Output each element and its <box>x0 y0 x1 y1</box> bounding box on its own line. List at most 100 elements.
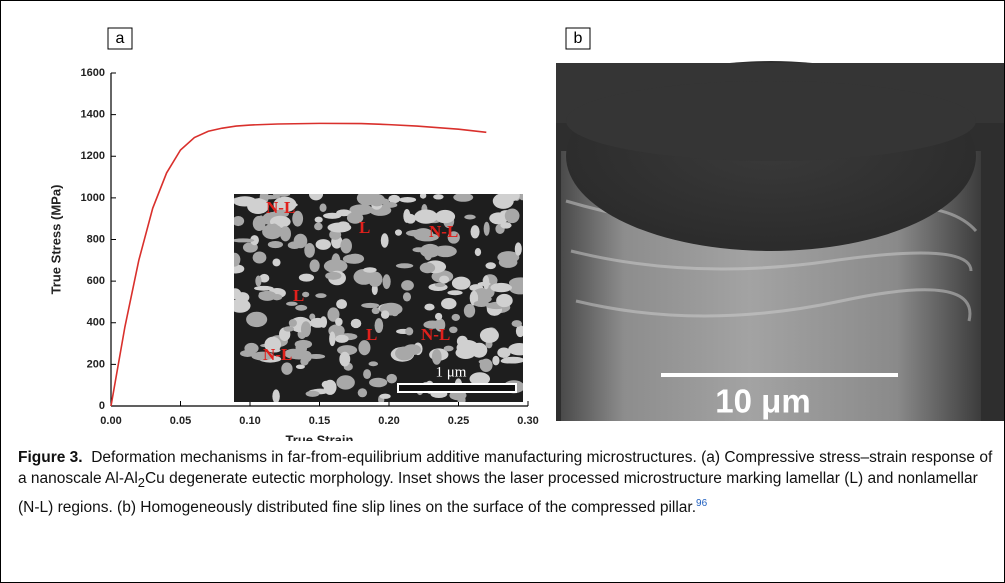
x-tick-label: 0.25 <box>448 415 469 427</box>
caption-reference[interactable]: 96 <box>696 498 707 509</box>
grain <box>369 189 378 203</box>
grain <box>320 203 327 211</box>
grain <box>327 223 351 233</box>
grain <box>435 313 442 320</box>
grain <box>508 343 530 355</box>
grain <box>439 276 449 284</box>
grain <box>509 277 532 288</box>
grain <box>475 248 481 256</box>
grain <box>295 305 307 311</box>
grain <box>306 391 320 397</box>
grain <box>403 209 410 223</box>
grain <box>253 251 267 263</box>
grain <box>471 225 480 238</box>
inset-label: N-L <box>429 222 458 241</box>
grain <box>272 389 279 403</box>
grain <box>359 192 366 201</box>
grain <box>270 223 278 232</box>
inset-scale-bar <box>398 384 516 392</box>
grain <box>485 262 495 269</box>
grain <box>464 304 475 318</box>
x-tick-label: 0.00 <box>100 415 121 427</box>
x-tick-label: 0.05 <box>170 415 191 427</box>
inset-label: L <box>293 286 304 305</box>
grain <box>383 274 391 289</box>
grain <box>232 238 254 242</box>
grain <box>388 195 400 203</box>
grain <box>258 291 276 301</box>
grain <box>336 299 347 309</box>
grain <box>351 319 362 328</box>
y-tick-label: 0 <box>99 400 105 412</box>
grain <box>289 319 297 327</box>
inset-label: N-L <box>263 345 292 364</box>
grain <box>457 340 480 355</box>
grain <box>424 304 434 311</box>
grain <box>512 320 522 327</box>
caption-text: Cu degenerate eutectic morphology. Inset… <box>18 470 978 516</box>
grain <box>323 213 341 219</box>
inset-label: L <box>359 218 370 237</box>
grain <box>314 223 323 231</box>
inset-micrograph: N-LLN-LLLN-LN-L1 μm <box>228 188 532 405</box>
grain <box>387 374 397 383</box>
grain <box>490 283 512 292</box>
grain <box>301 321 311 337</box>
caption: Figure 3. Deformation mechanisms in far-… <box>18 447 993 518</box>
grain <box>381 310 389 319</box>
grain <box>295 340 312 349</box>
grain <box>500 222 511 228</box>
grain <box>335 335 349 343</box>
grain <box>484 222 490 236</box>
y-tick-label: 400 <box>87 317 105 329</box>
grain <box>452 277 471 290</box>
grain <box>441 298 456 309</box>
grain <box>515 242 522 255</box>
grain <box>420 193 426 199</box>
grain <box>358 388 367 397</box>
y-tick-label: 200 <box>87 358 105 370</box>
grain <box>315 217 323 223</box>
grain <box>464 215 475 220</box>
grain <box>229 253 241 267</box>
inset-scale-label: 1 μm <box>436 364 467 380</box>
grain <box>505 208 520 223</box>
grain <box>403 344 421 355</box>
grain <box>444 346 454 352</box>
y-tick-label: 1000 <box>81 192 105 204</box>
grain <box>395 229 402 235</box>
grain <box>381 233 389 247</box>
inset-label: N-L <box>266 198 295 217</box>
y-tick-label: 1400 <box>81 109 105 121</box>
x-axis-title: True Strain <box>286 432 354 441</box>
grain <box>420 263 435 274</box>
grain <box>283 326 294 331</box>
grain <box>340 238 352 253</box>
y-axis-title: True Stress (MPa) <box>48 185 63 295</box>
grain <box>309 188 323 201</box>
inset-label: L <box>366 325 377 344</box>
grain <box>433 194 443 199</box>
y-tick-label: 800 <box>87 233 105 245</box>
grain <box>432 349 442 365</box>
x-tick-label: 0.20 <box>378 415 399 427</box>
y-tick-label: 600 <box>87 275 105 287</box>
grain <box>447 290 462 295</box>
grain <box>478 282 491 286</box>
grain <box>315 293 326 298</box>
grain <box>479 360 487 364</box>
caption-subscript: 2 <box>138 475 145 490</box>
panel-label: a <box>116 30 125 47</box>
grain <box>453 193 473 202</box>
grain <box>499 257 518 268</box>
caption-label: Figure 3. <box>18 449 83 466</box>
grain <box>272 258 280 266</box>
grain <box>492 356 499 366</box>
grain <box>461 341 468 353</box>
grain <box>255 276 261 287</box>
panel-label: b <box>574 30 583 47</box>
grain <box>474 301 489 307</box>
grain <box>363 267 377 272</box>
grain <box>335 318 343 326</box>
grain <box>363 369 371 379</box>
